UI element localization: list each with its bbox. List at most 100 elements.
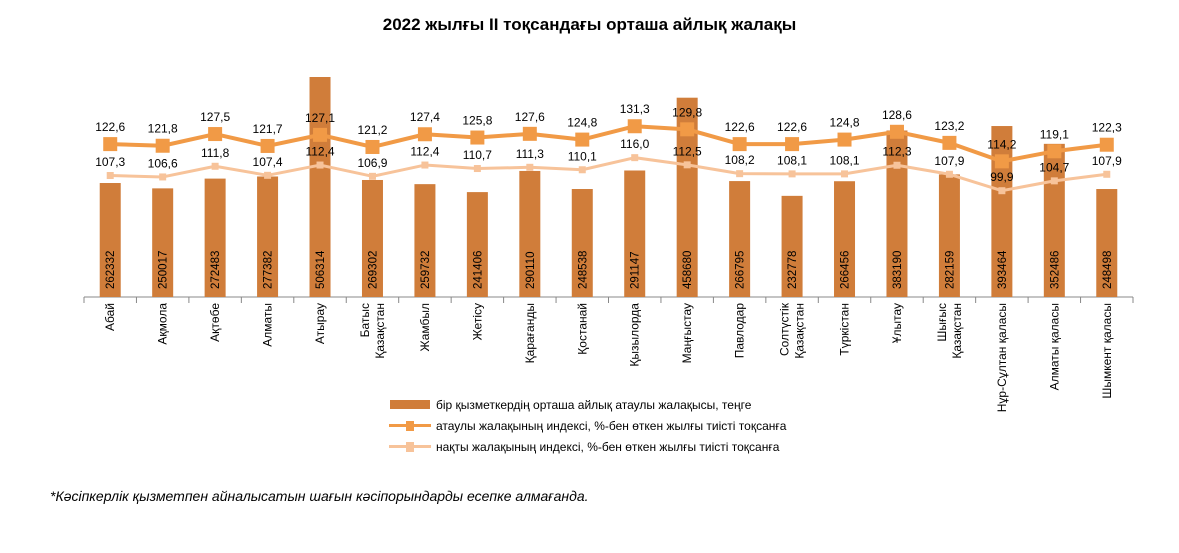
real-index-value-label: 108,2 <box>725 153 755 167</box>
nominal-index-point <box>522 126 537 141</box>
legend-swatch-bar <box>390 400 430 409</box>
bar <box>938 174 960 297</box>
real-index-point <box>578 166 586 174</box>
real-index-value-label: 110,1 <box>568 149 597 163</box>
nominal-index-value-label: 121,8 <box>148 122 178 136</box>
bar <box>466 192 488 297</box>
x-tick-label: Қазақстан <box>373 303 387 359</box>
nominal-index-point <box>1099 137 1114 152</box>
nominal-index-point <box>575 132 590 147</box>
real-index-value-label: 111,3 <box>516 147 545 161</box>
real-index-value-label: 106,9 <box>357 156 387 170</box>
real-index-value-label: 110,7 <box>463 148 492 162</box>
real-index-value-label: 112,4 <box>410 145 439 159</box>
bar-value-label: 272483 <box>210 251 222 289</box>
nominal-index-value-label: 119,1 <box>1040 127 1069 141</box>
real-index-point <box>788 170 796 178</box>
nominal-index-value-label: 123,2 <box>934 119 964 133</box>
real-index-point <box>106 172 114 180</box>
real-index-point <box>998 187 1006 195</box>
x-tick-label: Қарағанды <box>523 303 537 363</box>
real-index-value-label: 112,4 <box>305 145 334 159</box>
nominal-index-value-label: 122,3 <box>1092 121 1122 135</box>
real-index-value-label: 99,9 <box>990 170 1014 184</box>
real-index-point <box>1050 177 1058 185</box>
bar <box>257 176 279 297</box>
x-tick-label: Ұлытау <box>890 303 904 343</box>
legend-label-real: нақты жалақының индексі, %-бен өткен жыл… <box>436 439 780 454</box>
x-tick-label: Нұр-Сұлтан қаласы <box>995 303 1009 412</box>
real-index-point <box>421 161 429 169</box>
bar-value-label: 383190 <box>892 251 904 289</box>
x-tick-label: Атырау <box>313 303 327 344</box>
x-tick-label: Ақмола <box>156 303 170 345</box>
legend-label-bar: бір қызметкердің орташа айлық атаулы жал… <box>436 397 752 412</box>
nominal-index-value-label: 122,6 <box>777 120 807 134</box>
nominal-index-value-label: 125,8 <box>462 114 492 128</box>
real-index-value-label: 108,1 <box>830 153 860 167</box>
bar-value-label: 232778 <box>787 251 799 289</box>
real-index-value-label: 111,8 <box>201 146 230 160</box>
legend-swatch-nominal <box>389 420 431 431</box>
bar-value-label: 248538 <box>577 251 589 289</box>
nominal-index-value-label: 129,8 <box>672 105 702 119</box>
nominal-index-point <box>365 139 380 154</box>
real-index-value-label: 112,3 <box>882 145 911 159</box>
nominal-index-value-label: 124,8 <box>830 116 860 130</box>
x-tick-label: Қызылорда <box>628 303 642 367</box>
real-index-value-label: 104,7 <box>1039 160 1069 174</box>
real-index-point <box>526 163 534 171</box>
bar <box>361 179 383 297</box>
nominal-index-value-label: 121,2 <box>357 123 387 137</box>
footnote: *Кәсіпкерлік қызметпен айналысатын шағын… <box>50 488 589 504</box>
bar <box>991 126 1013 297</box>
nominal-index-point <box>417 127 432 142</box>
x-tick-label: Жетісу <box>470 303 484 340</box>
real-index-value-label: 107,4 <box>253 155 283 169</box>
nominal-index-value-label: 127,1 <box>305 111 335 125</box>
bar <box>834 181 856 297</box>
legend-label-nominal: атаулы жалақының индексі, %-бен өткен жы… <box>436 418 787 433</box>
x-tick-label: Солтүстік <box>778 302 792 356</box>
bar-value-label: 277382 <box>263 251 275 289</box>
nominal-index-point <box>1047 144 1062 159</box>
bar <box>571 189 593 297</box>
nominal-index-point <box>260 138 275 153</box>
nominal-index-value-label: 121,7 <box>253 122 283 136</box>
bar-value-label: 291147 <box>630 251 642 289</box>
x-tick-label: Маңғыстау <box>680 303 694 363</box>
bar-value-label: 262332 <box>105 251 117 289</box>
chart-title: 2022 жылғы II тоқсандағы орташа айлық жа… <box>382 15 797 34</box>
nominal-index-value-label: 124,8 <box>567 116 597 130</box>
x-tick-label: Алматы <box>261 303 275 347</box>
bar-value-label: 266456 <box>840 251 852 289</box>
nominal-index-point <box>680 122 695 137</box>
legend-swatch-real <box>389 441 431 452</box>
nominal-index-value-label: 127,6 <box>515 110 545 124</box>
legend-item-nominal: атаулы жалақының индексі, %-бен өткен жы… <box>388 415 786 436</box>
nominal-index-point <box>889 124 904 139</box>
real-index-point <box>683 161 691 169</box>
real-index-value-label: 108,1 <box>777 153 807 167</box>
nominal-index-value-label: 127,5 <box>200 110 230 124</box>
nominal-index-value-label: 114,2 <box>987 137 1016 151</box>
real-index-point <box>893 161 901 169</box>
real-index-point <box>945 170 953 178</box>
x-tick-label: Алматы қаласы <box>1047 303 1061 390</box>
nominal-index-point <box>313 127 328 142</box>
nominal-index-point <box>103 137 118 152</box>
x-tick-label: Түркістан <box>838 303 852 356</box>
real-index-point <box>631 154 639 162</box>
nominal-index-point <box>732 137 747 152</box>
x-tick-label: Шығыс <box>935 303 949 342</box>
x-tick-label: Қостанай <box>575 303 589 355</box>
real-index-point <box>368 172 376 180</box>
bar-value-label: 290110 <box>525 251 537 289</box>
real-index-point <box>473 165 481 173</box>
bar <box>414 184 436 297</box>
bar <box>676 97 698 297</box>
legend-item-bar: бір қызметкердің орташа айлық атаулы жал… <box>388 394 786 415</box>
nominal-index-value-label: 128,6 <box>882 108 912 122</box>
bar-value-label: 506314 <box>315 250 327 289</box>
bar-value-label: 250017 <box>158 251 170 289</box>
